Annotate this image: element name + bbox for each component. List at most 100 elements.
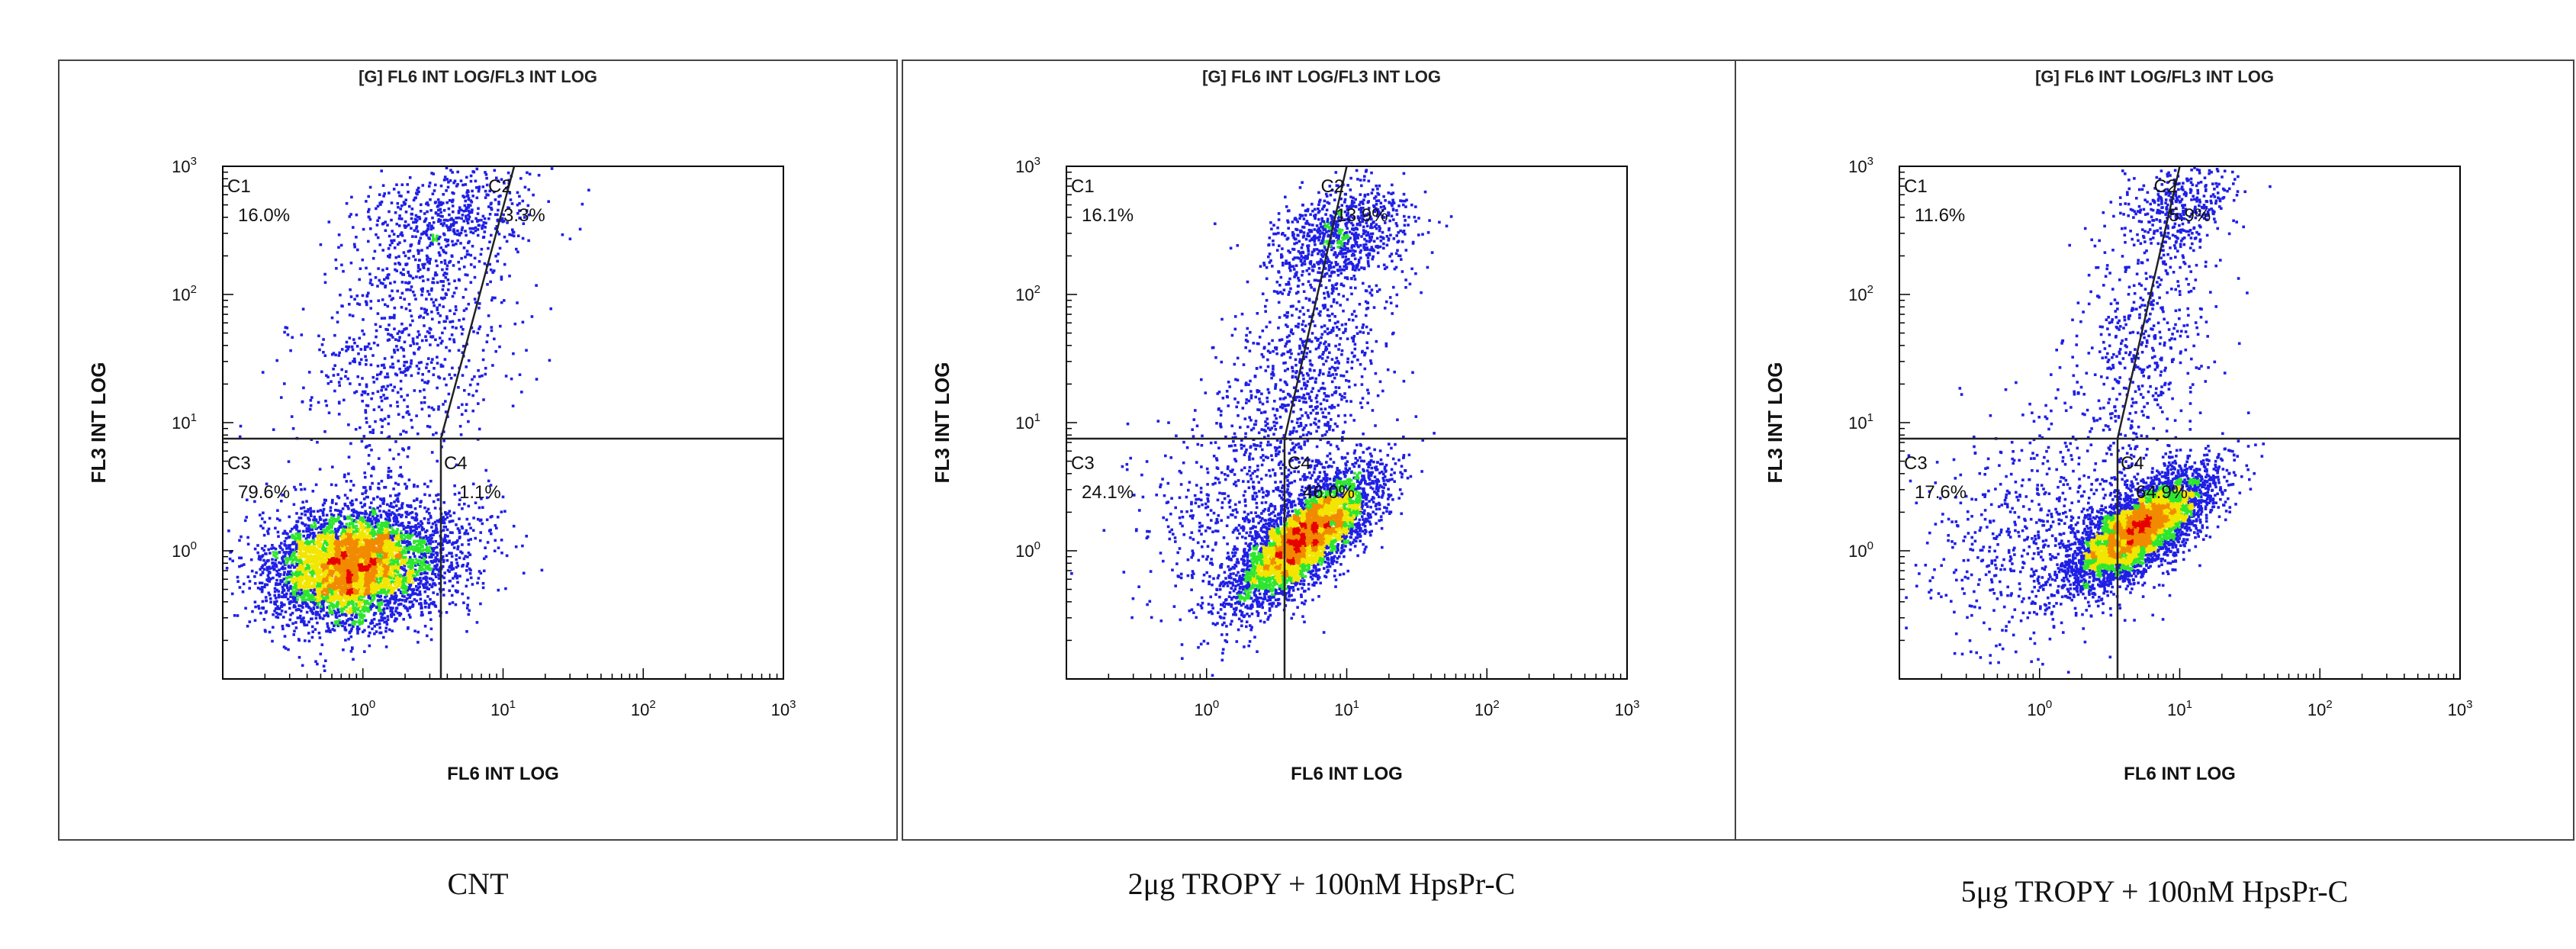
data-point-3775: [313, 594, 317, 597]
data-point-4975: [314, 613, 318, 616]
data-point-4312: [397, 553, 400, 556]
data-point-4754: [384, 520, 388, 524]
data-point-3951: [256, 544, 259, 547]
data-point-2968: [406, 183, 409, 186]
data-point-3744: [383, 523, 386, 526]
data-point-1354: [327, 627, 330, 630]
data-point-1062: [436, 306, 439, 310]
data-point-2445: [348, 623, 351, 627]
data-point-4452: [436, 493, 440, 497]
data-point-4620: [436, 311, 440, 315]
data-point-3658: [384, 629, 388, 633]
data-point-4315: [402, 349, 405, 352]
data-point-4930: [381, 590, 385, 594]
data-point-4371: [377, 486, 380, 490]
data-point-4925: [335, 594, 339, 597]
data-point-4124: [448, 520, 452, 523]
data-point-4287: [351, 620, 355, 624]
data-point-3821: [429, 597, 432, 601]
data-point-4847: [355, 529, 359, 533]
data-point-4007: [301, 568, 305, 572]
data-point-4053: [262, 558, 265, 562]
data-point-1296: [428, 494, 432, 497]
data-point-1010: [317, 521, 320, 524]
data-point-3765: [421, 541, 425, 544]
data-point-1899: [437, 243, 441, 246]
data-point-4932: [378, 510, 381, 513]
data-point-3131: [243, 519, 247, 523]
data-point-509: [516, 211, 519, 215]
data-point-1480: [345, 610, 349, 613]
data-point-2580: [415, 414, 418, 417]
data-point-4728: [411, 604, 415, 607]
data-point-4642: [465, 365, 468, 368]
data-point-904: [461, 403, 464, 407]
data-point-4322: [471, 195, 474, 198]
data-point-709: [370, 397, 373, 401]
data-point-3505: [317, 590, 320, 593]
data-point-2021: [332, 517, 335, 520]
data-point-4570: [405, 224, 408, 228]
data-point-3532: [421, 290, 424, 293]
data-point-4348: [441, 517, 444, 520]
data-point-3121: [484, 221, 487, 225]
data-point-1216: [471, 208, 474, 211]
data-point-887: [480, 218, 483, 222]
data-point-2296: [357, 520, 360, 524]
data-point-3265: [356, 632, 359, 635]
data-point-4321: [385, 622, 389, 626]
data-point-4886: [363, 503, 366, 507]
data-point-4679: [411, 548, 415, 552]
data-point-4372: [426, 203, 430, 207]
data-point-1428: [362, 486, 365, 489]
data-point-322: [442, 516, 445, 519]
data-point-3731: [420, 288, 423, 291]
data-point-1915: [444, 526, 448, 529]
data-point-4853: [330, 557, 334, 561]
data-point-4910: [368, 557, 371, 560]
data-point-2013: [358, 303, 362, 306]
data-point-2317: [297, 516, 301, 520]
data-point-4027: [339, 610, 343, 613]
data-point-3981: [307, 584, 310, 588]
data-point-3395: [318, 578, 321, 581]
data-point-4611: [399, 433, 402, 436]
data-point-3111: [458, 208, 462, 212]
data-point-1855: [279, 579, 282, 582]
data-point-1560: [336, 320, 339, 323]
data-point-4254: [367, 210, 370, 214]
data-point-1681: [326, 614, 330, 618]
data-point-4701: [297, 552, 301, 555]
data-point-3563: [371, 568, 375, 571]
data-point-2852: [337, 526, 340, 530]
data-point-4337: [382, 616, 386, 619]
data-point-1502: [400, 539, 404, 542]
data-point-517: [418, 217, 422, 220]
data-point-3289: [502, 213, 505, 217]
data-point-3078: [288, 544, 291, 547]
data-point-627: [485, 340, 489, 343]
data-point-3798: [338, 614, 341, 617]
data-point-4445: [426, 380, 430, 383]
data-point-2957: [492, 269, 496, 272]
data-point-4548: [458, 319, 461, 322]
data-point-4381: [452, 511, 456, 515]
data-point-4850: [409, 344, 412, 347]
data-point-4072: [275, 578, 278, 582]
data-point-4727: [475, 621, 479, 624]
data-point-4663: [318, 591, 322, 595]
data-point-1300: [485, 183, 489, 187]
data-point-4581: [468, 240, 471, 243]
data-point-393: [306, 598, 309, 601]
data-point-2380: [391, 365, 395, 369]
data-point-827: [285, 577, 288, 580]
panel-border: [58, 60, 898, 841]
data-point-4264: [274, 558, 278, 561]
data-point-1813: [475, 186, 478, 189]
data-point-4339: [393, 500, 396, 503]
data-point-3901: [368, 506, 371, 510]
data-point-1018: [404, 281, 407, 285]
data-point-1926: [307, 580, 310, 583]
data-point-1508: [397, 532, 400, 536]
data-point-3034: [473, 298, 477, 301]
